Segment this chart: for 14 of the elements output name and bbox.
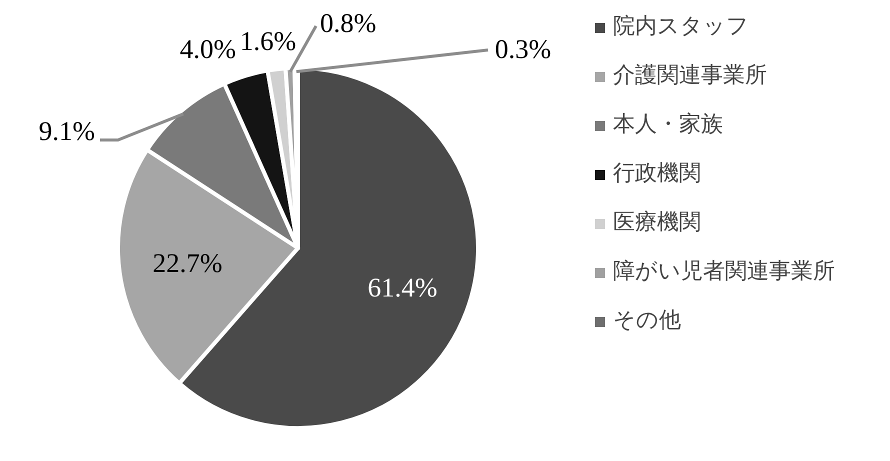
- data-label: 9.1%: [38, 116, 95, 146]
- data-label: 1.6%: [240, 26, 296, 56]
- data-label: 0.8%: [320, 8, 376, 38]
- legend-label: 院内スタッフ: [613, 14, 749, 40]
- legend-label: 医療機関: [613, 210, 701, 236]
- data-label: 22.7%: [152, 248, 222, 278]
- legend-label: その他: [613, 308, 681, 334]
- legend-label: 介護関連事業所: [613, 63, 767, 89]
- data-label: 61.4%: [368, 272, 438, 302]
- legend-label: 本人・家族: [613, 112, 723, 138]
- data-label: 4.0%: [180, 34, 236, 64]
- legend-label: 障がい児者関連事業所: [613, 259, 835, 285]
- legend-label: 行政機関: [613, 161, 701, 187]
- data-label: 0.3%: [494, 34, 552, 64]
